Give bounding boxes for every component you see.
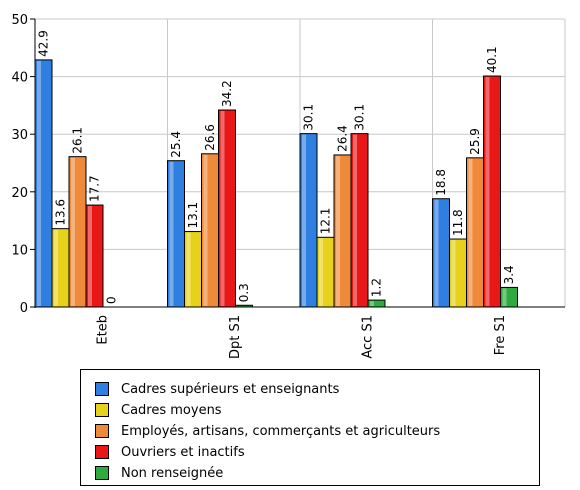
legend-item-non-renseignee: Non renseignée [95,464,223,482]
data-label: 26.4 [336,125,350,152]
legend-item-cadres-superieurs: Cadres supérieurs et enseignants [95,380,339,398]
legend-label-ouvriers: Ouvriers et inactifs [121,444,245,460]
bar-highlight [71,157,75,306]
legend-swatch-cadres-superieurs [95,382,109,396]
bar-highlight [353,134,357,306]
bar-highlight [502,288,507,306]
bar-highlight [186,232,191,306]
bar-highlight [203,154,208,306]
y-tick-label: 10 [11,243,28,258]
data-label: 25.4 [169,131,183,158]
bar-highlight [319,238,323,306]
legend-item-cadres-moyens: Cadres moyens [95,401,222,419]
bar-highlight [370,301,374,306]
data-label: 0.3 [237,283,251,302]
bar-highlight [485,77,490,306]
data-label: 11.8 [451,209,465,236]
data-label: 0 [105,296,119,304]
y-tick-label: 0 [20,301,28,316]
data-label: 26.6 [203,124,217,151]
y-tick-label: 30 [11,128,28,143]
legend-swatch-ouvriers [95,445,109,459]
bar-highlight [54,229,58,306]
legend-swatch-employes [95,424,109,438]
bar-highlight [302,134,306,306]
data-label: 3.4 [502,265,516,284]
y-tick-label: 20 [11,186,28,201]
data-label: 12.1 [319,208,333,235]
data-label: 13.1 [186,202,200,229]
x-tick-label: Eteb [95,315,110,345]
x-tick-label: Dpt S1 [228,315,243,359]
y-tick-label: 50 [11,13,28,28]
legend: Cadres supérieurs et enseignants Cadres … [80,369,540,486]
legend-label-non-renseignee: Non renseignée [121,465,224,481]
legend-label-cadres-superieurs: Cadres supérieurs et enseignants [121,381,340,397]
bar-highlight [220,111,225,307]
data-label: 17.7 [88,175,102,202]
x-tick-label: Fre S1 [493,315,508,355]
data-label: 30.1 [353,104,367,131]
bar-highlight [451,240,456,306]
legend-item-employes: Employés, artisans, commerçants et agric… [95,422,440,440]
data-label: 25.9 [468,128,482,155]
bar-highlight [468,158,473,306]
data-label: 30.1 [302,104,316,131]
legend-swatch-non-renseignee [95,466,109,480]
data-label: 42.9 [37,30,51,57]
legend-item-ouvriers: Ouvriers et inactifs [95,443,245,461]
data-label: 34.2 [220,80,234,107]
x-tick-label: Acc S1 [360,315,375,359]
bar-highlight [336,155,340,306]
data-label: 18.8 [434,169,448,196]
data-label: 40.1 [485,46,499,73]
legend-label-employes: Employés, artisans, commerçants et agric… [121,423,441,439]
data-label: 1.2 [370,278,384,297]
bar-highlight [169,161,174,306]
legend-label-cadres-moyens: Cadres moyens [121,402,222,418]
y-tick-label: 40 [11,71,28,86]
bar-highlight [37,60,41,307]
legend-swatch-cadres-moyens [95,403,109,417]
bar-highlight [88,206,92,306]
data-label: 13.6 [54,199,68,226]
chart-plot: 42.9 13.6 26.1 17.7 0 25.4 13.1 26.6 34.2 0.3 30.1… [11,13,566,359]
bar-highlight [434,199,439,306]
data-label: 26.1 [71,127,85,154]
